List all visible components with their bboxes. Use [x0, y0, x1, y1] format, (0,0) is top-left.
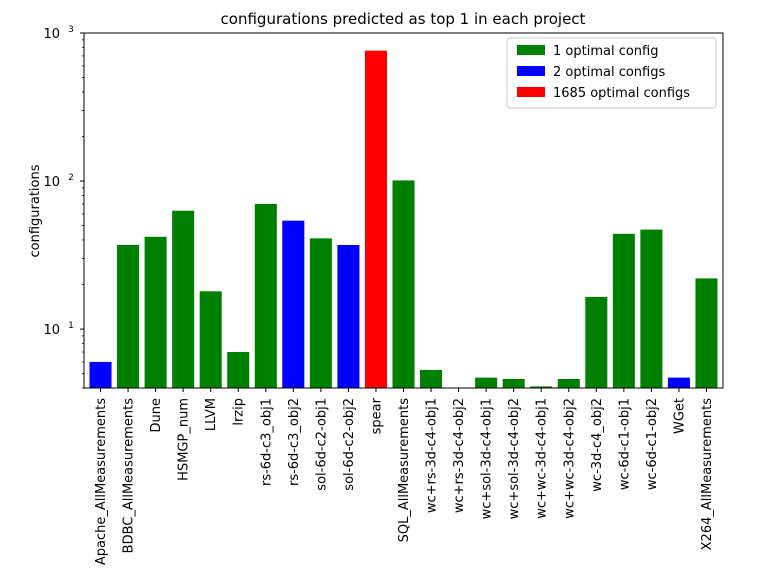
- y-axis-label: configurations: [28, 164, 43, 257]
- bar-Dune: [144, 236, 167, 388]
- x-tick-label: wc+sol-3d-c4-obj1: [480, 398, 495, 519]
- x-tick-label: wc+sol-3d-c4-obj2: [507, 398, 522, 519]
- y-axis-ticks: 10 1 10 2 10 3: [43, 25, 84, 389]
- y-tick-label: 10: [43, 323, 60, 338]
- x-tick-label: wc+rs-3d-c4-obj2: [452, 398, 467, 513]
- bar-wc+wc-3d-c4-obj2: [557, 379, 580, 388]
- bar-wc-6d-c1-obj1: [612, 233, 635, 388]
- x-axis-ticks: Apache_AllMeasurements BDBC_AllMeasuremen…: [94, 388, 715, 565]
- legend-box: [506, 37, 717, 109]
- x-tick-label: BDBC_AllMeasurements: [122, 398, 137, 554]
- bar-wc+wc-3d-c4-obj1: [530, 386, 553, 388]
- chart-title: configurations predicted as top 1 in eac…: [221, 10, 586, 28]
- x-tick-label: rs-6d-c3_obj2: [287, 398, 302, 486]
- bar-spear: [364, 50, 387, 388]
- x-tick-label: wc+rs-3d-c4-obj1: [425, 398, 440, 513]
- x-tick-label: wc-3d-c4_obj2: [590, 398, 605, 492]
- x-tick-label: HSMGP_num: [177, 398, 192, 481]
- legend: 1 optimal config 2 optimal configs 1685 op…: [506, 37, 717, 109]
- legend-swatch: [517, 87, 545, 97]
- bar-wc+rs-3d-c4-obj1: [420, 369, 443, 388]
- bar-X264_AllMeasurements: [695, 278, 718, 388]
- x-tick-label: Apache_AllMeasurements: [94, 398, 109, 565]
- bars-group: [89, 50, 718, 388]
- bar-wc+sol-3d-c4-obj2: [502, 379, 525, 388]
- x-tick-label: wc-6d-c1-obj2: [645, 398, 660, 490]
- legend-label: 1685 optimal configs: [553, 86, 690, 101]
- bar-rs-6d-c3_obj1: [254, 203, 277, 388]
- y-tick-exponent: 1: [68, 321, 74, 331]
- bar-LLVM: [199, 291, 222, 388]
- x-tick-label: spear: [369, 397, 384, 434]
- legend-swatch: [517, 66, 545, 76]
- x-tick-label: X264_AllMeasurements: [700, 398, 715, 551]
- legend-label: 1 optimal config: [553, 44, 658, 59]
- x-tick-label: WGet: [672, 398, 687, 434]
- bar-BDBC_AllMeasurements: [117, 244, 140, 388]
- bar-wc-6d-c1-obj2: [640, 229, 663, 388]
- x-tick-label: wc+wc-3d-c4-obj2: [562, 398, 577, 519]
- x-tick-label: LLVM: [204, 398, 219, 431]
- x-tick-label: sol-6d-c2-obj1: [314, 398, 329, 491]
- bar-sol-6d-c2-obj1: [309, 238, 332, 388]
- bar-wc-3d-c4_obj2: [585, 296, 608, 388]
- x-tick-label: wc+wc-3d-c4-obj1: [535, 398, 550, 519]
- bar-sol-6d-c2-obj2: [337, 244, 360, 388]
- legend-swatch: [517, 45, 545, 55]
- y-tick-exponent: 2: [68, 173, 74, 183]
- plot-frame: [83, 32, 724, 389]
- y-tick-exponent: 3: [68, 25, 74, 35]
- x-tick-label: rs-6d-c3_obj1: [259, 398, 274, 486]
- legend-label: 2 optimal configs: [553, 65, 665, 80]
- y-tick-label: 10: [43, 27, 60, 42]
- x-tick-label: Dune: [149, 398, 164, 433]
- y-tick-label: 10: [43, 175, 60, 190]
- x-tick-label: wc-6d-c1-obj1: [617, 398, 632, 490]
- bar-SQL_AllMeasurements: [392, 180, 415, 388]
- bar-rs-6d-c3_obj2: [282, 220, 305, 388]
- bar-HSMGP_num: [172, 210, 195, 388]
- bar-Apache_AllMeasurements: [89, 361, 112, 388]
- x-tick-label: lrzip: [232, 398, 247, 426]
- x-tick-label: sol-6d-c2-obj2: [342, 398, 357, 491]
- bar-lrzip: [227, 352, 250, 388]
- x-tick-label: SQL_AllMeasurements: [397, 398, 412, 543]
- bar-wc+sol-3d-c4-obj1: [475, 377, 498, 388]
- bar-WGet: [667, 377, 690, 388]
